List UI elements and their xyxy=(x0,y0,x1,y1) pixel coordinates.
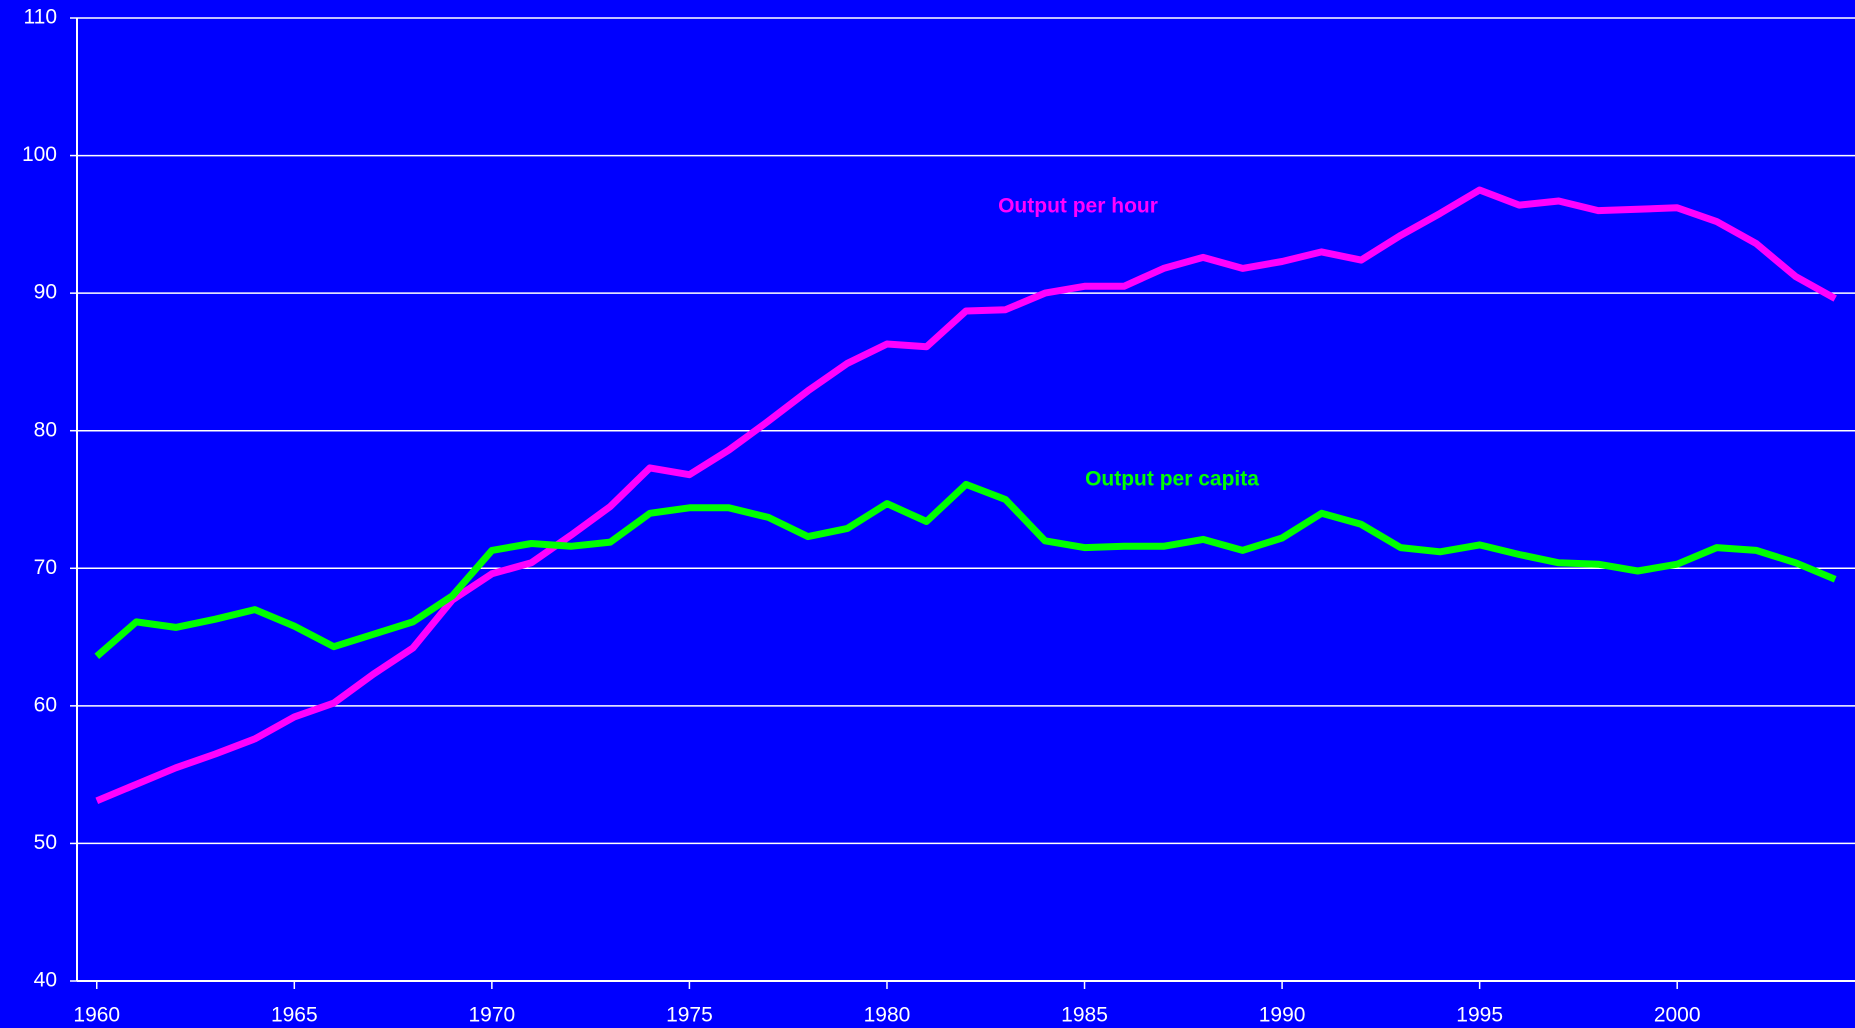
x-tick-label: 1975 xyxy=(666,1004,713,1027)
series-line xyxy=(95,186,1837,805)
y-tick-label: 110 xyxy=(24,6,57,29)
y-tick-label: 40 xyxy=(34,969,57,992)
y-tick-label: 70 xyxy=(34,556,57,579)
x-tick-label: 1980 xyxy=(864,1004,911,1027)
y-tick-label: 100 xyxy=(22,143,57,166)
x-tick-label: 1995 xyxy=(1456,1004,1503,1027)
series-label: Output per hour xyxy=(998,195,1158,218)
y-tick-label: 90 xyxy=(34,281,57,304)
y-tick-label: 50 xyxy=(34,831,57,854)
x-tick-label: 2000 xyxy=(1654,1004,1701,1027)
series-label: Output per capita xyxy=(1085,468,1259,491)
series-line xyxy=(94,480,1837,659)
x-tick-label: 1990 xyxy=(1259,1004,1306,1027)
x-tick-label: 1985 xyxy=(1061,1004,1108,1027)
x-tick-label: 1965 xyxy=(271,1004,318,1027)
y-tick-label: 80 xyxy=(34,418,57,441)
x-tick-label: 1960 xyxy=(73,1004,120,1027)
y-tick-label: 60 xyxy=(34,693,57,716)
x-tick-label: 1970 xyxy=(469,1004,516,1027)
